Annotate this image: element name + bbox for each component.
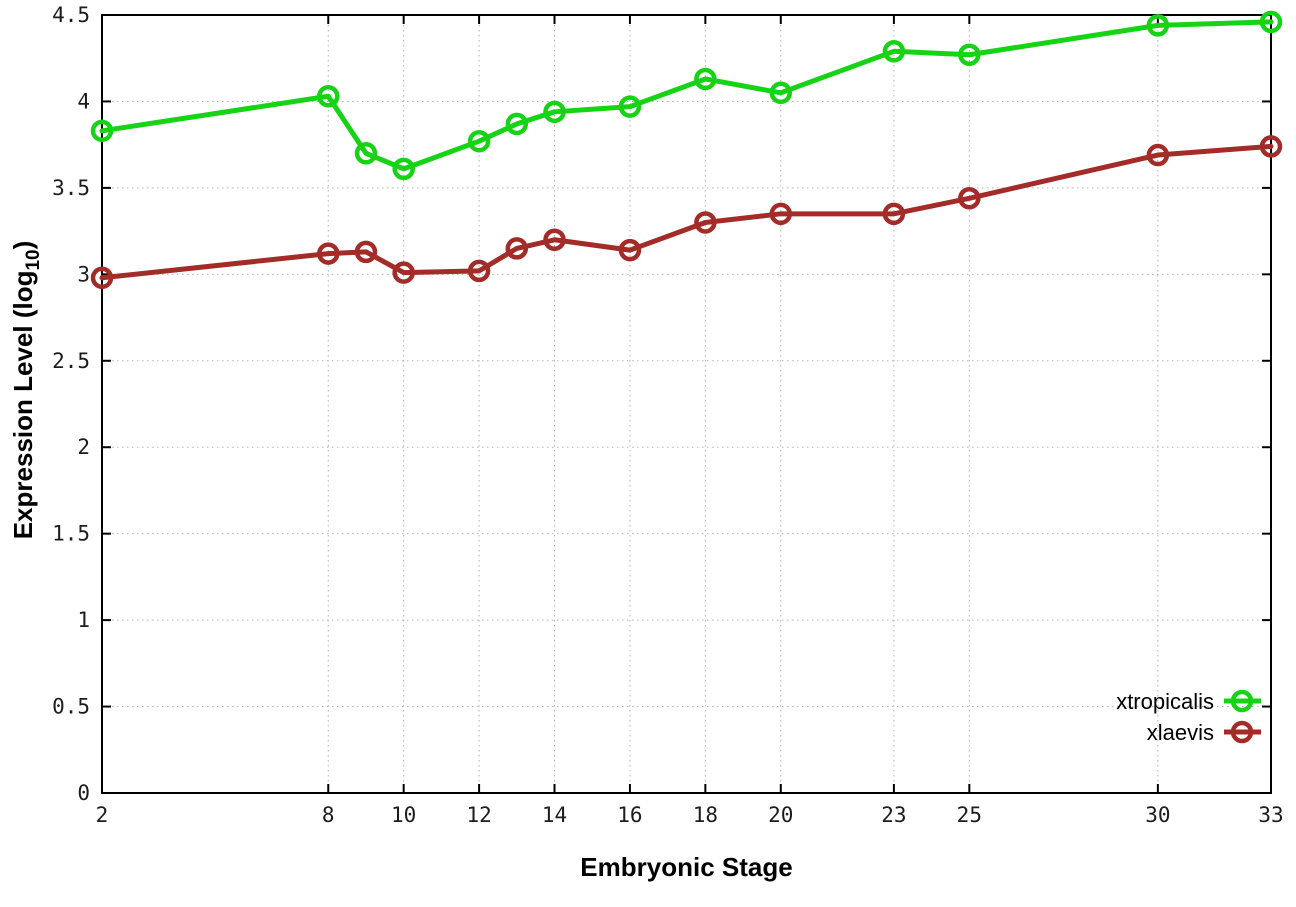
series-xlaevis-point (618, 238, 642, 262)
series-xtropicalis-point (317, 85, 340, 108)
y-axis-tick-label: 0.5 (52, 695, 90, 719)
series-xlaevis-point (1146, 143, 1170, 167)
series-xtropicalis-point (958, 43, 981, 67)
y-axis-tick-label: 3.5 (52, 176, 90, 200)
series-xtropicalis-point (769, 81, 793, 105)
x-axis-tick-label: 14 (542, 803, 567, 827)
x-axis-tick-label: 16 (617, 803, 642, 827)
series-xlaevis-point (505, 237, 529, 260)
x-axis-tick-label: 30 (1145, 803, 1170, 827)
series-xtropicalis-point (882, 40, 906, 63)
series-xlaevis-point (317, 242, 340, 265)
series-xlaevis-point (694, 211, 717, 234)
series-xlaevis (90, 135, 1283, 290)
x-axis-tick-label: 20 (768, 803, 793, 827)
series-xtropicalis-point (467, 129, 491, 153)
series-xtropicalis-point (1146, 14, 1170, 37)
x-axis-tick-label: 18 (693, 803, 718, 827)
legend-marker (1230, 720, 1254, 744)
series-xlaevis-point (467, 259, 491, 283)
x-axis-tick-label: 2 (96, 803, 109, 827)
x-axis-tick-label: 12 (466, 803, 491, 827)
x-axis-tick-label: 25 (957, 803, 982, 827)
legend-entry-xlaevis: xlaevis (1147, 720, 1261, 745)
y-axis-tick-label: 4 (77, 89, 90, 113)
legend: xtropicalis xlaevis (1116, 689, 1261, 745)
series-xtropicalis-point (354, 142, 378, 165)
series-xlaevis-point (882, 202, 906, 226)
series-xlaevis-point (1259, 135, 1283, 158)
series-xlaevis-line (99, 143, 1274, 281)
y-axis-tick-label: 4.5 (52, 3, 90, 27)
x-axis-tick-label: 33 (1258, 803, 1283, 827)
series-xtropicalis-point (543, 100, 566, 124)
y-axis-tick-label: 0 (77, 781, 90, 805)
x-axis-tick-label: 10 (391, 803, 416, 827)
plot-border (101, 14, 1272, 794)
tick-labels: 2 8 10 12 14 16 18 20 23 25 30 33 0 0.5 1 1.5 2 2.5 3 3.5 4 4… (52, 3, 1284, 827)
series-xtropicalis-point (392, 157, 415, 181)
series-xlaevis-point (543, 228, 566, 252)
series-xtropicalis-point (618, 95, 642, 118)
series-xtropicalis-point (1259, 10, 1283, 34)
series-xlaevis-point (769, 202, 793, 226)
x-axis-tick-label: 8 (322, 803, 335, 827)
x-axis-label: Embryonic Stage (580, 852, 792, 882)
y-axis-tick-label: 1 (77, 608, 90, 632)
legend-entry-xtropicalis: xtropicalis (1116, 689, 1261, 714)
series-xlaevis-point (958, 187, 981, 210)
series-xtropicalis-point (505, 112, 529, 136)
y-axis-tick-label: 3 (77, 262, 90, 286)
series-xtropicalis (90, 10, 1283, 181)
y-axis-label: Expression Level (log10) (8, 241, 44, 540)
series-xlaevis-point (392, 261, 415, 284)
series-xtropicalis-point (90, 119, 114, 143)
gridlines (102, 15, 1271, 793)
series-xtropicalis-line (99, 19, 1274, 172)
legend-label-xtropicalis: xtropicalis (1116, 689, 1214, 714)
series-xtropicalis-point (694, 67, 717, 91)
legend-label-xlaevis: xlaevis (1147, 720, 1214, 745)
x-axis-tick-label: 23 (881, 803, 906, 827)
y-axis-tick-label: 2.5 (52, 349, 90, 373)
series-xlaevis-point (90, 266, 114, 290)
y-axis-tick-label: 2 (77, 435, 90, 459)
axes (101, 14, 1272, 794)
legend-marker (1230, 689, 1254, 713)
series-xlaevis-point (354, 240, 378, 264)
y-axis-tick-label: 1.5 (52, 522, 90, 546)
